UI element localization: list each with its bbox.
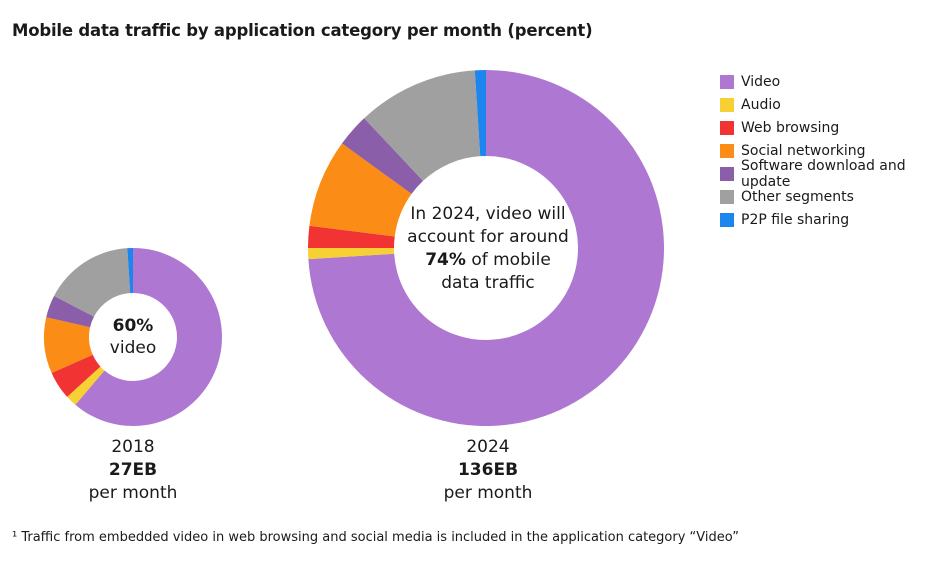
donut-2024-slice-web-browsing	[308, 225, 395, 248]
caption-2018-year: 2018	[111, 437, 155, 457]
footnote: ¹ Traffic from embedded video in web bro…	[12, 530, 739, 545]
legend-item-audio: Audio	[720, 93, 946, 116]
caption-2018-suffix: per month	[88, 482, 178, 503]
caption-2024-suffix: per month	[443, 482, 533, 503]
legend-label-social-networking: Social networking	[741, 142, 866, 159]
donut-2018	[44, 248, 223, 427]
legend-item-p2p: P2P file sharing	[720, 208, 946, 231]
chart-title: Mobile data traffic by application categ…	[12, 21, 593, 40]
caption-2018-total: 27EB	[108, 459, 158, 480]
legend-swatch-video	[720, 74, 734, 89]
donut-2024-center-text: In 2024, video will account for around 7…	[398, 203, 578, 295]
donut-2018-slice-video	[75, 248, 223, 427]
legend-item-other-segments: Other segments	[720, 185, 946, 208]
legend-label-audio: Audio	[741, 96, 781, 113]
legend-item-web-browsing: Web browsing	[720, 116, 946, 139]
donut-2018-slice-social-networking	[44, 317, 93, 374]
donut-2018-center-label: video	[109, 338, 157, 359]
donut-2024-slice-p2p-file-sharing	[474, 70, 486, 157]
donut-2018-center-text: 60% video	[83, 315, 183, 359]
legend-label-software-download: Software download and update	[741, 157, 906, 190]
donut-2018-center-value: 60%	[112, 316, 154, 336]
caption-2018: 2018 27EB per month	[63, 436, 203, 504]
donut-2018-slice-web-browsing	[51, 354, 101, 397]
legend-swatch-other-segments	[720, 189, 734, 204]
caption-2024: 2024 136EB per month	[418, 436, 558, 504]
legend-swatch-p2p	[720, 212, 734, 227]
legend-swatch-audio	[720, 97, 734, 112]
legend-swatch-social-networking	[720, 143, 734, 158]
donut-2018-slice-audio	[67, 366, 105, 405]
legend: Video Audio Web browsing Social networki…	[720, 70, 946, 231]
legend-label-p2p: P2P file sharing	[741, 211, 850, 228]
legend-label-other-segments: Other segments	[741, 188, 854, 205]
legend-label-video: Video	[741, 73, 781, 90]
donut-2024-slice-social-networking	[309, 143, 412, 237]
donut-2018-slice-other-segments	[54, 248, 131, 317]
legend-item-software-download: Software download and update	[720, 158, 946, 190]
donut-2024-slice-audio	[308, 248, 395, 260]
donut-2024-center-line3: of mobile	[465, 250, 551, 271]
donut-2024-slice-video	[308, 70, 664, 426]
donut-2024-center-line1: In 2024, video will	[410, 204, 566, 224]
donut-2024	[308, 70, 664, 426]
donut-2024-center-value: 74%	[425, 250, 466, 271]
donut-2024-center-line2: account for around	[407, 227, 569, 248]
legend-swatch-software-download	[720, 166, 734, 181]
donut-2018-slice-p2p-file-sharing	[127, 248, 133, 294]
donut-2024-slice-software-download-and-update	[341, 118, 424, 194]
donut-2024-center-line4: data traffic	[441, 273, 535, 294]
caption-2024-total: 136EB	[457, 459, 519, 480]
legend-item-social-networking: Social networking	[720, 139, 946, 162]
donut-2018-slice-software-download-and-update	[46, 295, 94, 328]
legend-item-video: Video	[720, 70, 946, 93]
legend-label-web-browsing: Web browsing	[741, 119, 840, 136]
caption-2024-year: 2024	[466, 437, 510, 457]
donut-2024-slice-other-segments	[364, 70, 481, 181]
legend-swatch-web-browsing	[720, 120, 734, 135]
